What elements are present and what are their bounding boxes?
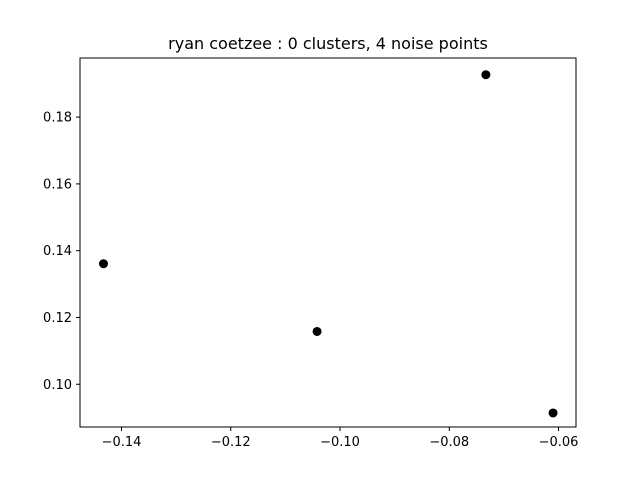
data-point	[548, 408, 558, 418]
x-tick-label: −0.06	[539, 435, 579, 450]
data-point	[98, 259, 108, 269]
data-point	[312, 326, 322, 336]
y-tick-label: 0.16	[43, 177, 72, 192]
y-tick-label: 0.18	[43, 111, 72, 126]
y-tick-label: 0.10	[43, 378, 72, 393]
x-tick-label: −0.08	[429, 435, 469, 450]
x-axis-ticks: −0.14 −0.12 −0.10 −0.08 −0.06	[102, 427, 579, 450]
plot-area-frame	[79, 57, 577, 428]
x-tick-label: −0.10	[320, 435, 360, 450]
y-tick-label: 0.14	[43, 244, 72, 259]
data-point	[481, 70, 491, 80]
y-axis-ticks: 0.10 0.12 0.14 0.16 0.18	[43, 111, 80, 393]
x-tick-label: −0.12	[211, 435, 251, 450]
y-tick-label: 0.12	[43, 311, 72, 326]
x-tick-label: −0.14	[102, 435, 142, 450]
scatter-points	[98, 70, 558, 418]
chart-title: ryan coetzee : 0 clusters, 4 noise point…	[168, 34, 488, 53]
